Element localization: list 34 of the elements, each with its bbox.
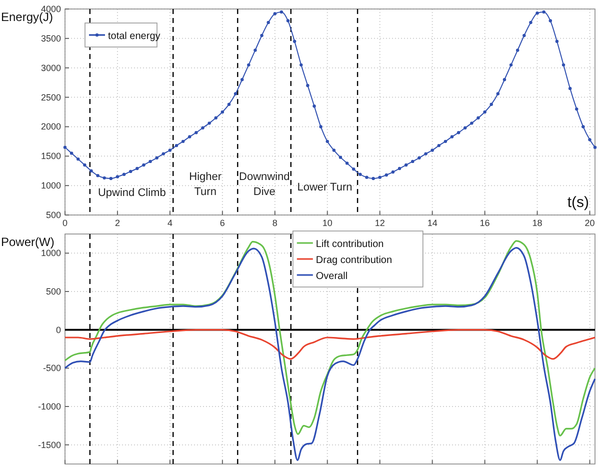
y-tick-label: 500 xyxy=(46,286,61,296)
y-tick-label: 3500 xyxy=(40,33,61,44)
x-tick-label: 18 xyxy=(532,218,542,228)
y-tick-label: 500 xyxy=(46,210,61,220)
x-tick-label: 12 xyxy=(374,218,385,228)
annotation: Higher Turn xyxy=(189,170,222,198)
x-tick-label: 16 xyxy=(480,218,490,228)
x-tick-label: 8 xyxy=(272,218,278,228)
y-tick-label: 1000 xyxy=(40,248,61,258)
y-tick-label: 1500 xyxy=(40,151,61,162)
legend-label: total energy xyxy=(108,31,160,42)
annotation: Lower Turn xyxy=(297,181,352,194)
annotation: Downwind Dive xyxy=(239,170,290,198)
legend-label: Overall xyxy=(316,271,348,282)
y-tick-label: 3000 xyxy=(40,62,61,73)
x-tick-label: 0 xyxy=(62,218,68,228)
y-tick-label: 2000 xyxy=(40,122,61,132)
x-axis-title: t(s) xyxy=(567,194,589,211)
x-tick-label: 2 xyxy=(114,218,120,228)
x-tick-label: 20 xyxy=(584,218,595,228)
y-tick-label: -1500 xyxy=(38,440,61,450)
y-axis-title: Power(W) xyxy=(1,235,54,249)
legend-label: Lift contribution xyxy=(316,239,384,250)
y-tick-label: 2500 xyxy=(40,92,61,102)
x-tick-label: 10 xyxy=(322,218,332,228)
x-tick-label: 4 xyxy=(167,218,172,228)
y-tick-label: -1000 xyxy=(38,402,61,412)
y-tick-label: -500 xyxy=(42,363,61,374)
x-tick-label: 14 xyxy=(427,218,438,228)
annotation: Upwind Climb xyxy=(98,187,166,200)
legend-label: Drag contribution xyxy=(316,255,392,266)
y-tick-label: 1000 xyxy=(40,180,61,191)
y-tick-label: 0 xyxy=(56,324,61,335)
x-tick-label: 6 xyxy=(220,218,225,228)
